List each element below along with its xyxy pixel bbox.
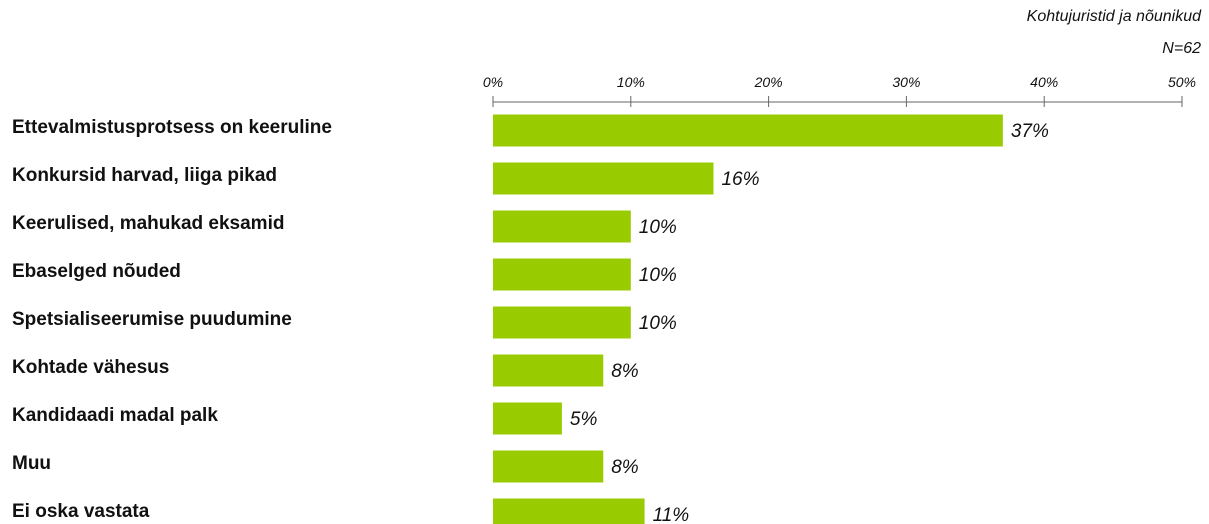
bar xyxy=(493,450,604,483)
bar xyxy=(493,402,562,435)
category-label: Kandidaadi madal palk xyxy=(12,405,218,426)
x-tick-label: 50% xyxy=(1168,74,1196,90)
chart-subtitle-line-2: N=62 xyxy=(1162,40,1201,57)
category-label: Ebaselged nõuded xyxy=(12,261,181,282)
x-tick-label: 20% xyxy=(754,74,783,90)
category-label: Ettevalmistusprotsess on keeruline xyxy=(12,117,332,138)
bar xyxy=(493,354,604,387)
bar-value-label: 8% xyxy=(611,457,639,478)
bar xyxy=(493,210,631,243)
category-label: Spetsialiseerumise puudumine xyxy=(12,309,292,330)
x-tick-label: 10% xyxy=(617,74,645,90)
x-tick-label: 0% xyxy=(483,74,503,90)
category-label: Konkursid harvad, liiga pikad xyxy=(12,165,277,186)
x-tick-label: 30% xyxy=(892,74,920,90)
bar-value-label: 11% xyxy=(653,505,690,524)
bar-value-label: 10% xyxy=(639,265,677,286)
bar-value-label: 16% xyxy=(721,169,759,190)
x-axis: 0% 10% 20% 30% 40% 50% xyxy=(483,74,1196,107)
bar-value-label: 5% xyxy=(570,409,598,430)
category-labels: Ettevalmistusprotsess on keeruline Konkur… xyxy=(12,117,332,522)
bar-value-label: 37% xyxy=(1011,121,1049,142)
bar xyxy=(493,498,645,524)
bar xyxy=(493,258,631,291)
bar xyxy=(493,162,714,195)
category-label: Kohtade vähesus xyxy=(12,357,169,378)
chart-subtitle-line-1: Kohtujuristid ja nõunikud xyxy=(1026,8,1201,25)
category-label: Keerulised, mahukad eksamid xyxy=(12,213,284,234)
bar xyxy=(493,306,631,339)
bar-value-label: 8% xyxy=(611,361,639,382)
x-tick-label: 40% xyxy=(1030,74,1058,90)
bar xyxy=(493,114,1003,147)
bars: 37% 16% 10% 10% 10% 8% 5% 8% 11% xyxy=(493,114,1049,524)
category-label: Muu xyxy=(12,453,51,474)
bar-value-label: 10% xyxy=(639,217,677,238)
category-label: Ei oska vastata xyxy=(12,501,150,522)
bar-value-label: 10% xyxy=(639,313,677,334)
